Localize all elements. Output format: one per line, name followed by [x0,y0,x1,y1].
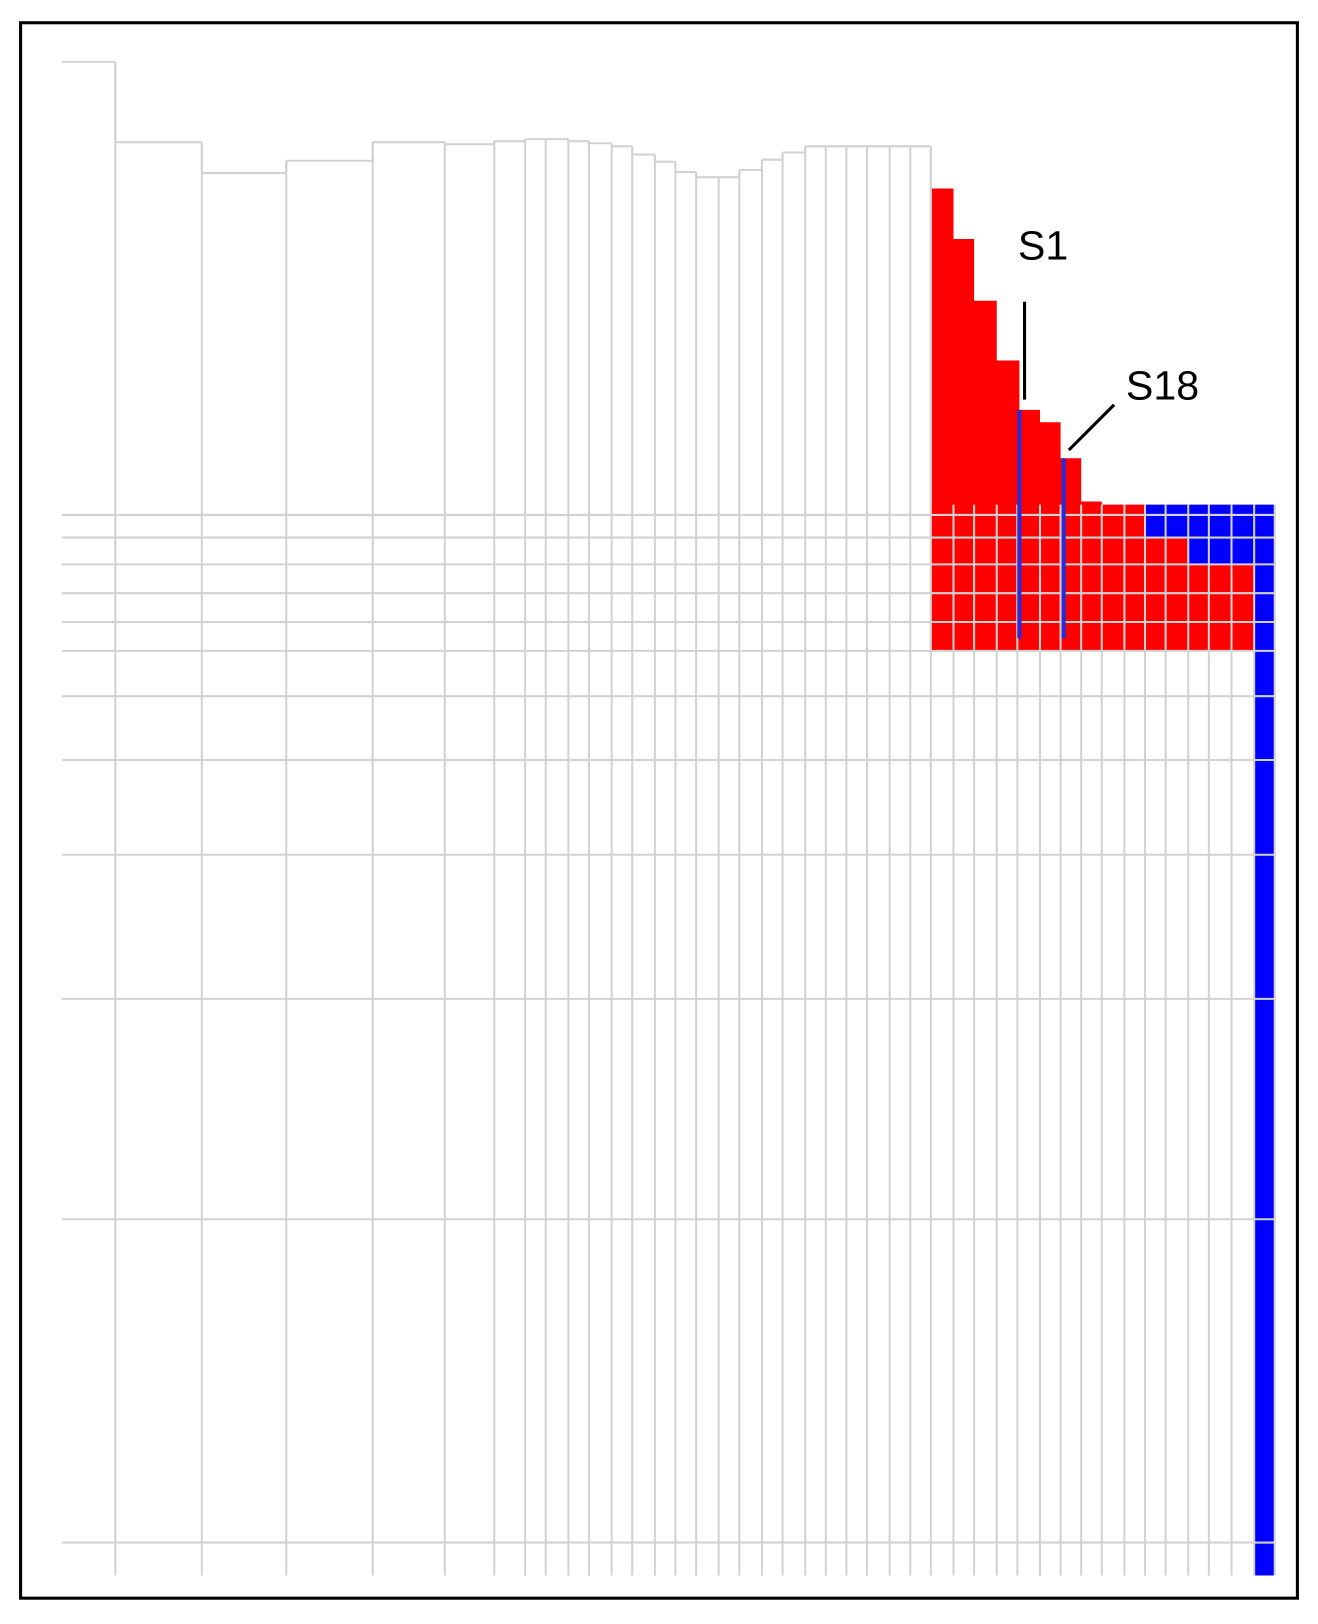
mesh-grid [61,60,1276,1576]
sections: S1 S18 [1017,223,1199,639]
label-s1: S1 [1018,223,1068,269]
red-region [930,188,1255,651]
regions [930,188,1275,1576]
label-s18: S18 [1126,363,1199,409]
leader-s18 [1067,403,1116,452]
frame [19,21,1299,1600]
blue-region [1145,504,1275,1576]
